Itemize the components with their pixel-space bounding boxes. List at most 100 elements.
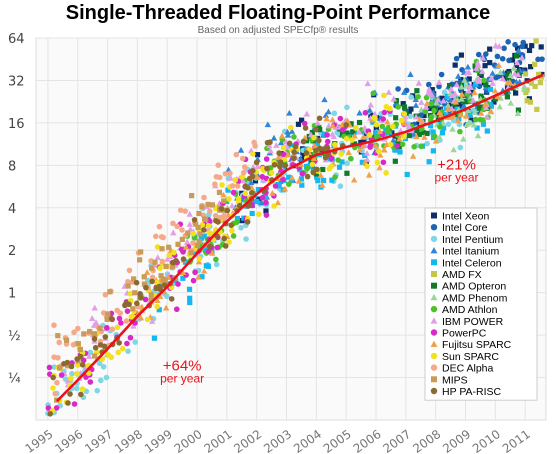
- legend-label: DEC Alpha: [442, 363, 494, 375]
- data-point: [230, 189, 237, 196]
- data-point: [100, 310, 107, 316]
- data-point: [338, 151, 344, 157]
- legend-label: Fujitsu SPARC: [442, 339, 512, 351]
- data-point: [138, 294, 144, 301]
- data-point: [380, 159, 387, 166]
- data-point: [471, 89, 478, 96]
- data-point: [322, 112, 330, 118]
- data-point: [71, 401, 78, 407]
- data-point: [192, 235, 198, 241]
- data-point: [485, 85, 491, 91]
- data-point: [347, 155, 354, 162]
- legend-label: Intel Celeron: [442, 257, 502, 269]
- data-point: [115, 349, 122, 356]
- data-point: [220, 191, 227, 198]
- data-point: [298, 176, 305, 182]
- data-point: [328, 155, 335, 162]
- data-point: [316, 115, 323, 122]
- data-point: [458, 83, 465, 90]
- data-point: [46, 364, 53, 371]
- data-point: [74, 370, 80, 377]
- data-point: [125, 348, 131, 355]
- data-point: [415, 93, 421, 100]
- data-point: [323, 115, 330, 122]
- legend-box: [424, 207, 538, 401]
- data-point: [399, 141, 406, 148]
- data-point: [116, 340, 122, 346]
- data-point: [535, 56, 541, 63]
- data-point: [221, 198, 227, 204]
- data-point: [226, 196, 232, 202]
- data-point: [232, 177, 238, 183]
- data-point: [472, 63, 478, 69]
- data-point: [78, 391, 84, 398]
- data-point: [496, 103, 503, 110]
- data-point: [299, 182, 305, 188]
- data-point: [397, 149, 403, 155]
- data-point: [127, 334, 134, 341]
- data-point: [97, 377, 104, 384]
- data-point: [385, 89, 393, 95]
- data-point: [405, 122, 413, 129]
- data-point: [400, 119, 408, 126]
- data-point: [75, 325, 81, 332]
- data-point: [263, 212, 270, 218]
- data-point: [249, 210, 255, 217]
- data-point: [196, 210, 202, 217]
- data-point: [254, 198, 260, 205]
- data-point: [488, 74, 495, 81]
- data-point: [401, 111, 408, 117]
- data-point: [199, 274, 205, 280]
- data-point: [438, 71, 445, 78]
- data-point: [436, 83, 442, 90]
- data-point: [201, 227, 207, 233]
- data-point: [411, 143, 417, 150]
- data-point: [125, 278, 131, 285]
- data-point: [467, 83, 474, 90]
- data-point: [450, 146, 457, 153]
- data-point: [329, 116, 336, 123]
- data-point: [395, 86, 401, 92]
- data-point: [126, 301, 132, 308]
- data-point: [473, 81, 479, 87]
- data-point: [157, 265, 163, 272]
- data-point: [482, 104, 490, 111]
- data-point: [407, 71, 414, 77]
- data-point: [496, 43, 503, 49]
- data-point: [469, 89, 475, 96]
- data-point: [156, 307, 162, 313]
- data-point: [482, 101, 489, 107]
- data-point: [373, 121, 380, 128]
- data-point: [351, 132, 358, 139]
- x-tick-label: 1996: [52, 427, 85, 454]
- legend-label: AMD Opteron: [442, 281, 506, 293]
- data-point: [358, 139, 364, 146]
- data-point: [350, 176, 358, 183]
- data-point: [156, 223, 163, 230]
- data-point: [187, 299, 193, 306]
- data-point: [431, 107, 437, 114]
- data-point: [527, 99, 533, 105]
- data-point: [491, 87, 499, 94]
- data-point: [512, 90, 519, 96]
- legend-marker: [431, 271, 437, 277]
- data-point: [505, 73, 511, 79]
- data-point: [299, 170, 306, 177]
- data-point: [125, 283, 131, 289]
- legend-label: Intel Itanium: [442, 246, 499, 258]
- data-point: [412, 96, 419, 102]
- data-point: [518, 54, 526, 61]
- data-point: [191, 217, 198, 223]
- legend-label: AMD FX: [442, 269, 482, 281]
- data-point: [359, 159, 365, 165]
- data-point: [65, 400, 71, 406]
- data-point: [381, 92, 387, 99]
- data-point: [514, 59, 521, 66]
- x-tick-label: 1998: [112, 427, 145, 454]
- data-point: [395, 104, 402, 110]
- data-point: [381, 109, 388, 116]
- data-point: [430, 129, 436, 135]
- data-point: [326, 165, 333, 172]
